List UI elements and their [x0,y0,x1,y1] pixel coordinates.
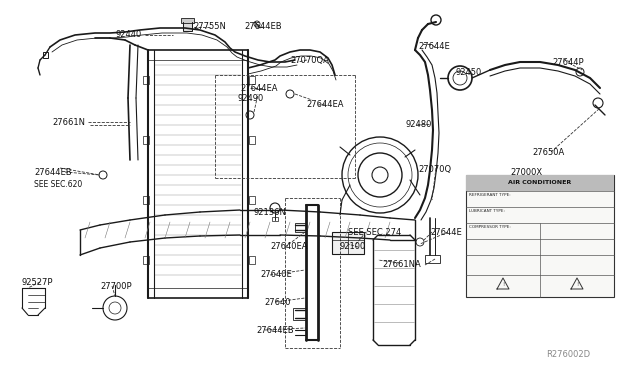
Text: 92490: 92490 [237,94,263,103]
Text: 92100: 92100 [340,242,366,251]
Bar [295,223,306,232]
Text: 27000X: 27000X [510,168,542,177]
Text: 27640: 27640 [264,298,291,307]
Text: 92440: 92440 [115,30,141,39]
Bar [143,136,149,144]
Bar [143,196,149,204]
Text: 27644E: 27644E [418,42,450,51]
Text: !: ! [576,282,578,288]
Text: SEE SEC.274: SEE SEC.274 [348,228,401,237]
Bar [143,76,149,84]
Text: 27644EA: 27644EA [306,100,344,109]
Text: 27640E: 27640E [260,270,292,279]
Bar [249,256,255,264]
Text: 27070Q: 27070Q [418,165,451,174]
Text: 27700P: 27700P [100,282,132,291]
Text: LUBRICANT TYPE:: LUBRICANT TYPE: [469,209,505,213]
Bar [43,52,48,58]
Bar [466,175,614,297]
Text: 92480: 92480 [405,120,431,129]
Bar [249,136,255,144]
Bar [293,308,306,320]
Text: COMPRESSOR TYPE:: COMPRESSOR TYPE: [469,225,511,229]
Bar [249,196,255,204]
Bar [466,175,614,191]
Text: 27650A: 27650A [532,148,564,157]
Text: 27644EA: 27644EA [240,84,278,93]
Bar [425,255,440,263]
Text: 27661N: 27661N [52,118,85,127]
Text: 92136N: 92136N [253,208,286,217]
Text: 27644E: 27644E [430,228,461,237]
Bar [143,256,149,264]
Text: AIR CONDITIONER: AIR CONDITIONER [508,180,572,186]
Text: !: ! [502,282,504,288]
Text: 27661NA: 27661NA [382,260,420,269]
Bar [332,232,364,254]
Bar [183,22,192,31]
Text: 27070QA: 27070QA [290,56,329,65]
Text: 27755N: 27755N [193,22,226,31]
Text: 27644EB: 27644EB [244,22,282,31]
Text: 92450: 92450 [455,68,481,77]
Bar [272,217,278,221]
Text: 27644P: 27644P [552,58,584,67]
Text: SEE SEC.620: SEE SEC.620 [34,180,83,189]
Bar [181,18,194,23]
Text: REFRIGERANT TYPE:: REFRIGERANT TYPE: [469,193,511,197]
Text: 27640EA: 27640EA [270,242,307,251]
Text: 92527P: 92527P [22,278,54,287]
Text: 27644EB: 27644EB [256,326,294,335]
Text: R276002D: R276002D [546,350,590,359]
Bar [249,76,255,84]
Text: 27644EB: 27644EB [34,168,72,177]
